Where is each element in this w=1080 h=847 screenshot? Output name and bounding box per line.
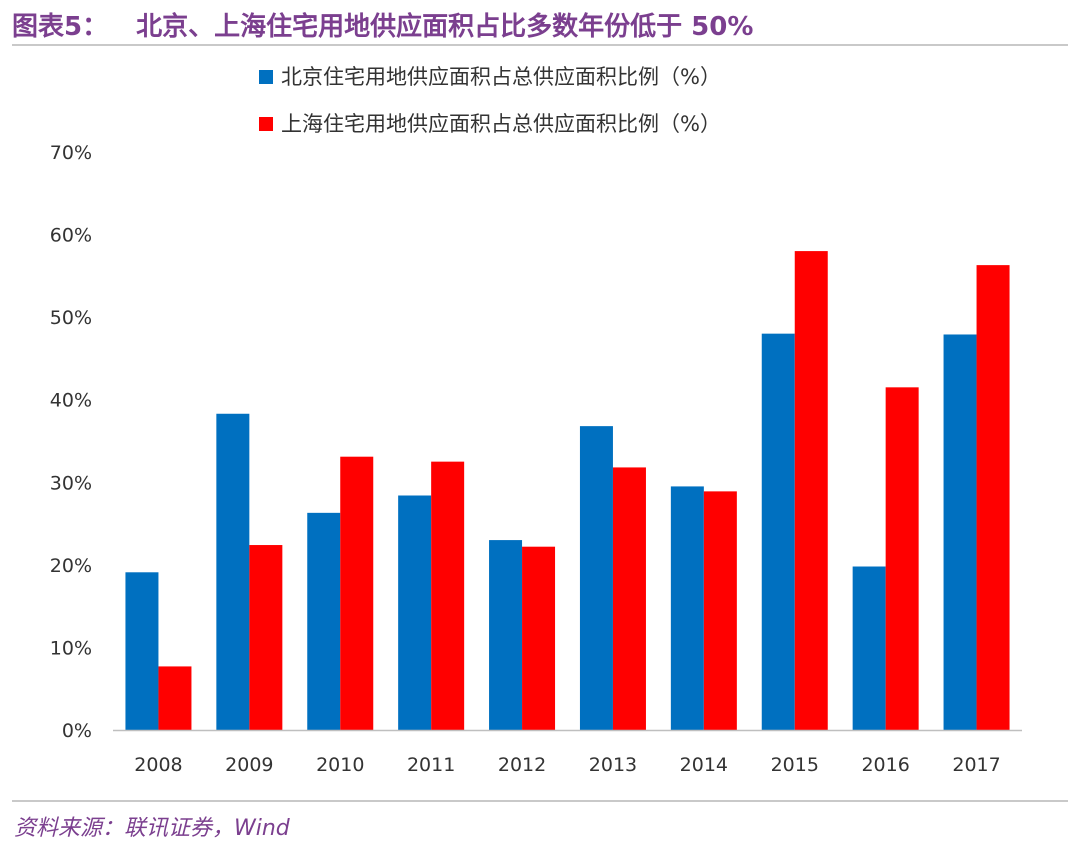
y-tick-label: 50%: [50, 307, 92, 329]
bar-shanghai-2017: [976, 265, 1010, 730]
bar-beijing-2016: [852, 566, 886, 730]
figure-label: 图表5：: [12, 12, 109, 42]
y-tick-label: 0%: [62, 720, 92, 742]
y-tick-label: 60%: [50, 225, 92, 247]
bar-shanghai-2015: [794, 251, 828, 731]
bar-shanghai-2008: [158, 666, 192, 730]
bar-beijing-2010: [307, 512, 341, 730]
figure-title: 图表5： 北京、上海住宅用地供应面积占比多数年份低于 50%: [12, 6, 753, 43]
bar-beijing-2014: [670, 486, 704, 730]
y-tick-label: 70%: [50, 142, 92, 164]
legend-label-1: 上海住宅用地供应面积占总供应面积比例（%）: [281, 112, 721, 136]
bar-beijing-2008: [125, 572, 159, 730]
legend-swatch-0: [259, 70, 273, 84]
y-tick-label: 10%: [50, 637, 92, 659]
bar-beijing-2011: [398, 495, 432, 730]
y-tick-label: 30%: [50, 472, 92, 494]
bar-beijing-2012: [489, 540, 523, 730]
bar-beijing-2015: [761, 333, 795, 730]
bar-beijing-2013: [579, 426, 613, 730]
x-tick-label: 2008: [134, 754, 182, 776]
x-tick-label: 2012: [498, 754, 546, 776]
bars: [125, 251, 1010, 731]
y-tick-label: 20%: [50, 555, 92, 577]
bar-shanghai-2012: [522, 546, 556, 730]
legend-label-0: 北京住宅用地供应面积占总供应面积比例（%）: [281, 65, 721, 89]
x-tick-label: 2015: [771, 754, 819, 776]
x-tick-label: 2017: [952, 754, 1000, 776]
bar-shanghai-2009: [249, 545, 283, 730]
bar-shanghai-2011: [431, 461, 465, 730]
bar-shanghai-2013: [612, 467, 646, 730]
x-tick-label: 2010: [316, 754, 364, 776]
legend: 北京住宅用地供应面积占总供应面积比例（%） 上海住宅用地供应面积占总供应面积比例（…: [259, 65, 721, 136]
x-tick-label: 2013: [589, 754, 637, 776]
y-tick-label: 40%: [50, 390, 92, 412]
figure-title-text: 北京、上海住宅用地供应面积占比多数年份低于 50%: [136, 12, 754, 42]
x-tick-label: 2009: [225, 754, 273, 776]
source-divider: [12, 800, 1068, 802]
x-tick-label: 2014: [680, 754, 728, 776]
x-tick-label: 2016: [861, 754, 909, 776]
bar-beijing-2017: [943, 334, 977, 730]
x-axis: 2008 2009 2010 2011 2012 2013 2014 2015 2016 2017: [113, 729, 1022, 776]
bar-chart: 北京住宅用地供应面积占总供应面积比例（%） 上海住宅用地供应面积占总供应面积比例（…: [50, 65, 1022, 776]
source-note: 资料来源：联讯证券，Wind: [14, 816, 290, 841]
bar-shanghai-2010: [340, 456, 374, 730]
bar-shanghai-2014: [703, 491, 737, 730]
y-axis: 0% 10% 20% 30% 40% 50% 60% 70%: [50, 142, 92, 742]
bar-shanghai-2016: [885, 387, 919, 730]
x-tick-label: 2011: [407, 754, 455, 776]
legend-swatch-1: [259, 117, 273, 131]
title-divider: [12, 44, 1068, 46]
bar-beijing-2009: [216, 413, 250, 730]
